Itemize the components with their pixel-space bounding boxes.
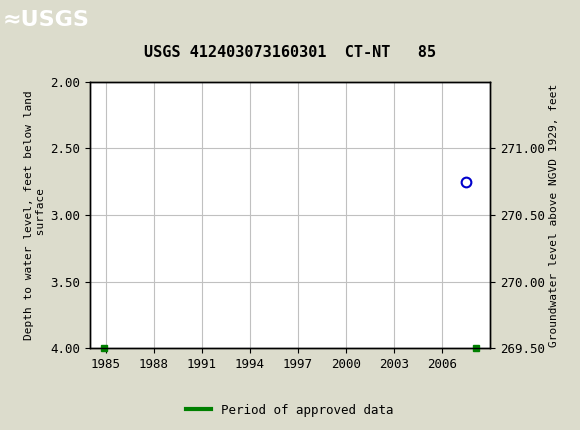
Text: USGS 412403073160301  CT-NT   85: USGS 412403073160301 CT-NT 85 [144,45,436,60]
Y-axis label: Depth to water level, feet below land
 surface: Depth to water level, feet below land su… [24,90,46,340]
Y-axis label: Groundwater level above NGVD 1929, feet: Groundwater level above NGVD 1929, feet [549,83,559,347]
Text: ≈USGS: ≈USGS [3,10,90,31]
Legend: Period of approved data: Period of approved data [181,399,399,421]
